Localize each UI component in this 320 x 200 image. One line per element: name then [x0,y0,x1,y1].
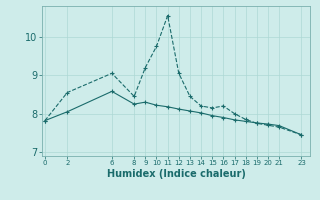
X-axis label: Humidex (Indice chaleur): Humidex (Indice chaleur) [107,169,245,179]
